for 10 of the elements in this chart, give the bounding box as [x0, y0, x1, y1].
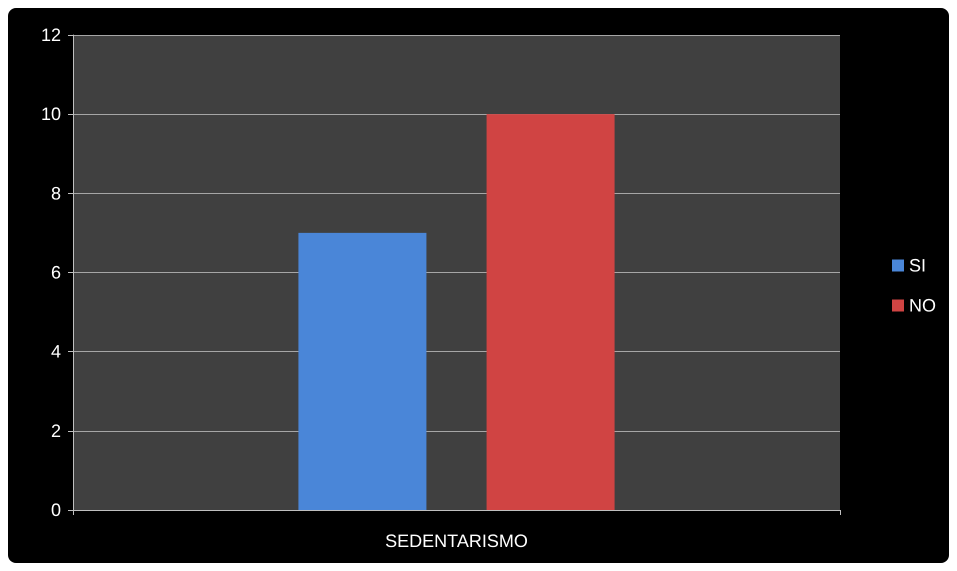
- y-tick-label: 2: [50, 420, 61, 441]
- y-tick-label: 4: [50, 342, 61, 362]
- legend-label: NO: [909, 296, 936, 316]
- legend-label: SI: [909, 256, 926, 276]
- y-tick-label: 0: [50, 500, 61, 520]
- y-tick-label: 6: [50, 262, 61, 282]
- y-tick-label: 10: [40, 104, 61, 124]
- y-tick-label: 8: [50, 183, 61, 204]
- x-tick-label: SEDENTARISMO: [385, 531, 528, 551]
- y-tick-label: 12: [40, 25, 61, 45]
